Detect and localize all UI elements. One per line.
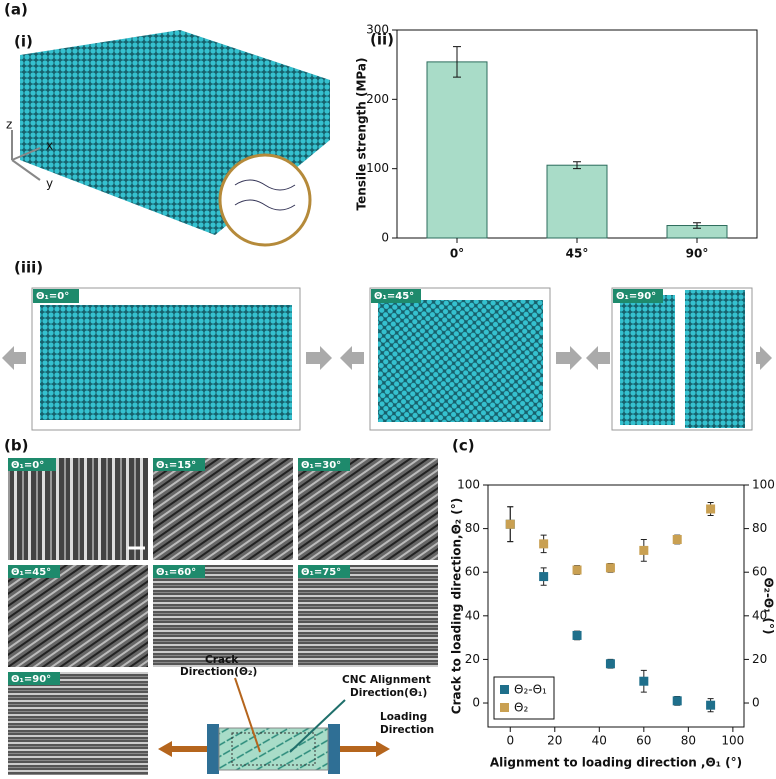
sim-tag: Θ₁=0° bbox=[36, 291, 69, 302]
micrograph-tag: Θ₁=60° bbox=[156, 567, 196, 578]
panel-label: (i) bbox=[14, 33, 33, 51]
sim-panel bbox=[31, 287, 753, 431]
tick-label: 40 bbox=[592, 734, 607, 748]
point bbox=[572, 565, 582, 575]
micrograph-tag: Θ₁=45° bbox=[11, 567, 51, 578]
tick-label: 80 bbox=[752, 521, 767, 535]
y2-axis-label: Θ₂-Θ₁ (°) bbox=[762, 577, 776, 634]
legend-box bbox=[493, 676, 555, 720]
sim-tags bbox=[33, 289, 663, 303]
legend-label: Θ₂-Θ₁ bbox=[514, 683, 547, 697]
tick-label: 20 bbox=[752, 652, 767, 666]
schematic bbox=[158, 677, 390, 774]
x-axis-label: Alignment to loading direction ,Θ₁ (°) bbox=[490, 756, 742, 770]
panel-label: (c) bbox=[452, 437, 475, 455]
micrograph-tag: Θ₁=15° bbox=[156, 460, 196, 471]
micrographs bbox=[8, 458, 438, 775]
tick-label: 60 bbox=[752, 565, 767, 579]
micrograph-tags bbox=[8, 458, 350, 685]
micrograph-tag: Θ₁=30° bbox=[301, 460, 341, 471]
point bbox=[706, 700, 716, 710]
axis-y: y bbox=[46, 177, 53, 191]
panel-label: (ii) bbox=[370, 31, 394, 49]
bar bbox=[546, 164, 608, 239]
tick-label: 100 bbox=[457, 478, 480, 492]
schematic-label: CNC Alignment bbox=[342, 674, 431, 686]
point bbox=[639, 676, 649, 686]
tick-label: 100 bbox=[721, 734, 744, 748]
error-bar bbox=[693, 222, 701, 229]
tick-label: 100 bbox=[366, 161, 389, 175]
magnifier bbox=[218, 153, 312, 247]
tick-label: 60 bbox=[636, 734, 651, 748]
point bbox=[605, 659, 615, 669]
axis-z: z bbox=[6, 118, 12, 132]
micrograph-tag: Θ₁=90° bbox=[11, 674, 51, 685]
legend-label: Θ₂ bbox=[514, 701, 528, 715]
x-tick-label: 90° bbox=[686, 247, 709, 261]
load-arrows bbox=[2, 346, 772, 370]
tick-label: 20 bbox=[547, 734, 562, 748]
point bbox=[639, 545, 649, 555]
panel-label: (a) bbox=[4, 1, 28, 19]
legend-swatch bbox=[500, 703, 509, 712]
molecule bbox=[234, 179, 296, 211]
legend-swatch bbox=[500, 685, 509, 694]
tick-label: 0 bbox=[381, 231, 389, 245]
point bbox=[706, 504, 716, 514]
point bbox=[539, 539, 549, 549]
point bbox=[672, 696, 682, 706]
schematic-label: Direction(Θ₂) bbox=[180, 666, 257, 678]
tick-label: 100 bbox=[752, 478, 775, 492]
tick-label: 200 bbox=[366, 92, 389, 106]
schematic-label: Crack bbox=[205, 654, 239, 666]
tick-label: 80 bbox=[681, 734, 696, 748]
schematic-label: Direction bbox=[380, 724, 434, 736]
point bbox=[539, 572, 549, 582]
tick-label: 0 bbox=[472, 696, 480, 710]
error-bar bbox=[573, 161, 581, 170]
x-tick-label: 0° bbox=[450, 247, 464, 261]
sim-tag: Θ₁=90° bbox=[616, 291, 656, 302]
tick-label: 80 bbox=[465, 521, 480, 535]
schematic-label: Loading bbox=[380, 711, 427, 723]
tick-label: 60 bbox=[465, 565, 480, 579]
bar bbox=[426, 61, 488, 239]
panel-label: (b) bbox=[4, 437, 28, 455]
point bbox=[605, 563, 615, 573]
point bbox=[572, 630, 582, 640]
tick-label: 300 bbox=[366, 23, 389, 37]
tick-label: 0 bbox=[506, 734, 514, 748]
y-axis-label: Crack to loading direction,Θ₂ (°) bbox=[450, 498, 464, 714]
tick-label: 0 bbox=[752, 696, 760, 710]
tick-label: 40 bbox=[465, 608, 480, 622]
sim-tag: Θ₁=45° bbox=[374, 291, 414, 302]
point bbox=[672, 535, 682, 545]
schematic-label: Direction(Θ₁) bbox=[350, 687, 427, 699]
x-tick-label: 45° bbox=[566, 247, 589, 261]
error-bar bbox=[453, 46, 461, 78]
axis-x: x bbox=[46, 139, 53, 153]
axes-triad bbox=[11, 130, 41, 181]
panel-label: (iii) bbox=[14, 259, 43, 277]
point bbox=[505, 519, 515, 529]
micrograph-tag: Θ₁=75° bbox=[301, 567, 341, 578]
tick-label: 20 bbox=[465, 652, 480, 666]
micrograph-tag: Θ₁=0° bbox=[11, 460, 44, 471]
y-axis-label: Tensile strength (MPa) bbox=[355, 58, 369, 211]
plot-frame bbox=[487, 484, 745, 728]
tick-label: 40 bbox=[752, 608, 767, 622]
